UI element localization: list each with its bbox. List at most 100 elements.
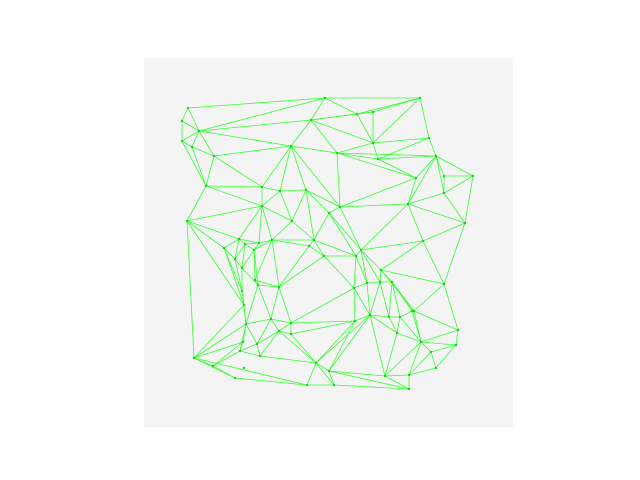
mesh-edge [388,281,393,318]
mesh-edge [261,186,281,192]
mesh-edge [377,158,417,179]
mesh-node [418,96,422,100]
mesh-edge [396,316,401,334]
mesh-node [414,176,418,180]
mesh-edge [223,247,245,306]
mesh-edge [443,192,466,224]
mesh-edge [290,145,307,191]
mesh-edge [279,190,293,222]
mesh-edge [278,330,317,364]
mesh-node [312,238,316,242]
mesh-edge [369,314,398,334]
mesh-edge [380,269,445,285]
mesh-edge [360,249,368,284]
mesh-edge [271,220,293,241]
mesh-edge [186,185,207,222]
mesh-edge [407,155,437,205]
mesh-edge [455,329,459,346]
triangulation-mesh [144,58,513,427]
mesh-edge [315,320,356,364]
mesh-node [410,309,414,313]
mesh-edge [328,370,386,377]
mesh-edge [391,281,401,318]
mesh-node [257,241,261,245]
mesh-edge [407,203,424,242]
mesh-edge [270,318,292,324]
mesh-edge [181,120,200,132]
mesh-edge [239,343,258,352]
mesh-node [252,248,256,252]
mesh-edge [328,314,371,372]
mesh-node [211,364,215,368]
mesh-edge [355,249,362,257]
mesh-edge [279,145,292,192]
mesh-edge [290,287,355,324]
mesh-node [222,246,226,250]
mesh-edge [205,155,215,187]
mesh-edge [291,220,315,241]
mesh-edge [234,258,243,292]
mesh-node [327,369,331,373]
mesh-edge [413,310,459,331]
mesh-node [277,285,281,289]
mesh-node [332,383,336,387]
mesh-edge [305,189,341,208]
mesh-edge [399,316,422,343]
mesh-node [338,205,342,209]
mesh-edge [353,255,357,289]
mesh-edge [254,279,280,288]
mesh-nodes [180,96,475,391]
mesh-edge [181,130,200,142]
mesh-node [255,342,259,346]
mesh-edge [310,119,374,144]
mesh-node [269,317,273,321]
mesh-edge [360,249,381,283]
mesh-edge [360,203,409,251]
mesh-edge [270,286,280,320]
mesh-edge [408,341,422,376]
plot-area [144,58,513,427]
mesh-node [365,281,369,285]
mesh-edge [443,283,459,331]
mesh-edge [339,203,409,208]
mesh-edge [336,152,379,160]
mesh-edge [238,238,260,244]
mesh-edge [354,314,371,322]
mesh-node [238,349,242,353]
mesh-edge [193,357,308,386]
mesh-node [197,129,201,133]
mesh-edge [388,316,398,334]
mesh-edge [234,238,240,260]
mesh-node [387,315,391,319]
mesh-edge [419,97,430,139]
mesh-edge [313,212,330,241]
mesh-edge [245,318,272,325]
mesh-node [378,280,382,284]
mesh-node [260,185,264,189]
mesh-edge [191,146,215,157]
mesh-edge [253,242,260,251]
mesh-edge [239,323,247,352]
mesh-edge [328,206,341,214]
mesh-edge [205,185,263,188]
mesh-edge [356,113,374,144]
mesh-node [379,268,383,272]
mesh-edge [328,212,357,257]
mesh-edge [413,310,422,343]
mesh-edge [193,323,247,359]
mesh-edge [407,203,466,224]
mesh-edge [336,142,374,154]
mesh-edge [198,130,292,147]
mesh-edge [212,341,244,367]
mesh-edge [256,330,280,345]
mesh-node [323,96,327,100]
mesh-edge [187,97,326,109]
mesh-node [454,343,458,347]
mesh-edge [339,177,417,208]
mesh-edge [408,351,432,376]
mesh-edge [270,318,280,332]
mesh-edge [254,239,273,281]
axes-background [144,58,513,427]
mesh-node [204,184,208,188]
mesh-node [434,154,438,158]
